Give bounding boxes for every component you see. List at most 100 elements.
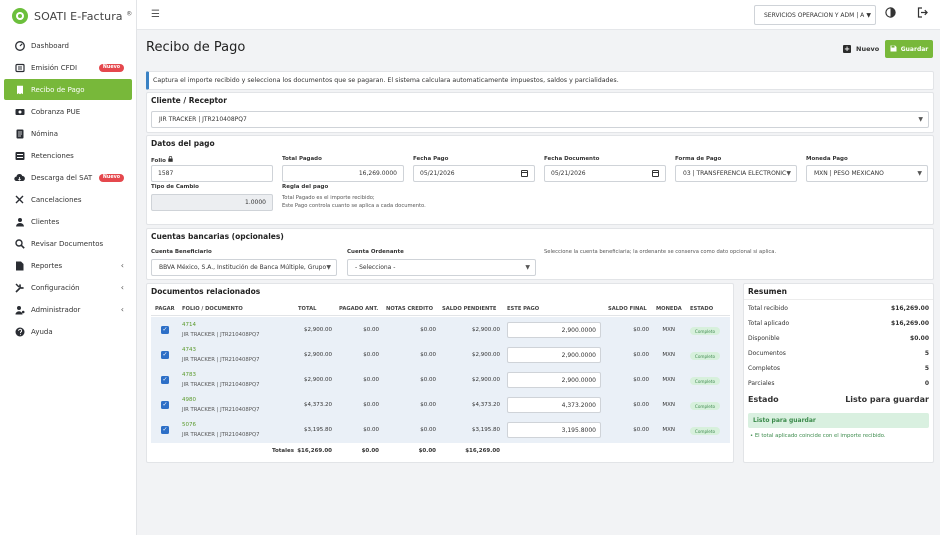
company-select[interactable]: SERVICIOS OPERACION Y ADM | A ▼ xyxy=(754,5,876,25)
sidebar-item-dashboard[interactable]: Dashboard xyxy=(4,35,132,56)
sidebar-item-emision-cfdi[interactable]: Emisión CFDI Nuevo xyxy=(4,57,132,78)
resumen-value: $0.00 xyxy=(910,335,929,342)
total-cell: $2,900.00 xyxy=(304,327,332,333)
chevron-left-icon: ‹ xyxy=(120,261,124,270)
tipo-cambio-field[interactable]: 1.0000 xyxy=(151,194,273,211)
save-button[interactable]: Guardar xyxy=(885,40,933,58)
new-button[interactable]: + Nuevo xyxy=(843,43,879,55)
total-pagado-label: Total Pagado xyxy=(282,156,322,162)
folio-link[interactable]: 4783 xyxy=(182,372,196,378)
column-header-folio: FOLIO / DOCUMENTO xyxy=(182,306,243,312)
saldo-final-cell: $0.00 xyxy=(633,427,649,433)
calendar-icon[interactable] xyxy=(521,170,528,177)
fecha-pago-field[interactable]: 05/21/2026 xyxy=(413,165,535,182)
column-header-pagado-ant: PAGADO ANT. xyxy=(339,306,379,312)
regla-pago-text-1: Total Pagado es el importe recibido; xyxy=(282,195,375,201)
cuenta-ordenante-select[interactable]: - Selecciona - ▼ xyxy=(347,259,536,276)
folio-link[interactable]: 4980 xyxy=(182,397,196,403)
saldo-pendiente-cell: $3,195.80 xyxy=(472,427,500,433)
estado-badge: Completo xyxy=(690,352,720,360)
pagar-checkbox[interactable]: ✓ xyxy=(161,326,169,334)
totales-total: $16,269.00 xyxy=(297,448,332,454)
sidebar-item-cobranza-pue[interactable]: Cobranza PUE xyxy=(4,101,132,122)
lock-icon xyxy=(168,156,173,162)
moneda-pago-value: MXN | PESO MEXICANO xyxy=(814,170,884,177)
este-pago-input[interactable]: 4,373.2000 xyxy=(507,397,601,413)
total-pagado-field[interactable]: 16,269.0000 xyxy=(282,165,404,182)
estado-badge: Completo xyxy=(690,427,720,435)
new-badge: Nuevo xyxy=(98,63,124,72)
este-pago-input[interactable]: 2,900.0000 xyxy=(507,372,601,388)
este-pago-input[interactable]: 2,900.0000 xyxy=(507,347,601,363)
payroll-icon xyxy=(14,128,25,139)
status-note: • El total aplicado coincide con el impo… xyxy=(750,433,886,439)
pagado-ant-cell: $0.00 xyxy=(363,402,379,408)
plus-icon: + xyxy=(843,44,851,53)
chevron-left-icon: ‹ xyxy=(120,283,124,292)
topbar: ☰ SERVICIOS OPERACION Y ADM | A ▼ xyxy=(137,0,940,30)
table-row: ✓ 4714 JIR TRACKER | JTR210408PQ7 $2,900… xyxy=(151,317,730,342)
total-cell: $4,373.20 xyxy=(304,402,332,408)
sidebar-item-configuracion[interactable]: Configuración ‹ xyxy=(4,277,132,298)
sidebar-item-clientes[interactable]: Clientes xyxy=(4,211,132,232)
save-button-label: Guardar xyxy=(900,45,929,53)
pagado-ant-cell: $0.00 xyxy=(363,352,379,358)
pagar-checkbox[interactable]: ✓ xyxy=(161,401,169,409)
este-pago-input[interactable]: 3,195.8000 xyxy=(507,422,601,438)
pagar-checkbox[interactable]: ✓ xyxy=(161,351,169,359)
pagar-checkbox[interactable]: ✓ xyxy=(161,426,169,434)
sidebar-item-ayuda[interactable]: Ayuda xyxy=(4,321,132,342)
moneda-cell: MXN xyxy=(662,427,675,433)
page-title: Recibo de Pago xyxy=(146,40,246,55)
cash-icon xyxy=(14,106,25,117)
tools-icon xyxy=(14,282,25,293)
cuenta-beneficiario-select[interactable]: BBVA México, S.A., Institución de Banca … xyxy=(151,259,337,276)
forma-pago-value: 03 | TRANSFERENCIA ELECTRONIC... xyxy=(683,170,787,177)
sidebar-item-label: Ayuda xyxy=(31,327,53,336)
resumen-value: 0 xyxy=(924,380,929,387)
table-row: ✓ 4743 JIR TRACKER | JTR210408PQ7 $2,900… xyxy=(151,342,730,367)
saldo-final-cell: $0.00 xyxy=(633,327,649,333)
sidebar-nav: Dashboard Emisión CFDI Nuevo Recibo de P… xyxy=(0,35,136,342)
este-pago-input[interactable]: 2,900.0000 xyxy=(507,322,601,338)
moneda-pago-select[interactable]: MXN | PESO MEXICANO ▼ xyxy=(806,165,928,182)
invoice-icon xyxy=(14,62,25,73)
fecha-documento-field[interactable]: 05/21/2026 xyxy=(544,165,666,182)
folio-link[interactable]: 5076 xyxy=(182,422,196,428)
fecha-documento-value: 05/21/2026 xyxy=(551,170,586,177)
pagado-ant-cell: $0.00 xyxy=(363,327,379,333)
sidebar-item-reportes[interactable]: Reportes ‹ xyxy=(4,255,132,276)
logout-icon[interactable] xyxy=(917,7,928,21)
forma-pago-select[interactable]: 03 | TRANSFERENCIA ELECTRONIC... ▼ xyxy=(675,165,797,182)
cliente-select[interactable]: JIR TRACKER | JTR210408PQ7 ▼ xyxy=(151,111,929,128)
calendar-icon[interactable] xyxy=(652,170,659,177)
sidebar-item-administrador[interactable]: Administrador ‹ xyxy=(4,299,132,320)
theme-toggle-icon[interactable] xyxy=(885,7,896,21)
sidebar-item-recibo-de-pago[interactable]: Recibo de Pago xyxy=(4,79,132,100)
column-header-moneda: MONEDA xyxy=(656,306,682,312)
sidebar-item-cancelaciones[interactable]: Cancelaciones xyxy=(4,189,132,210)
resumen-label: Documentos xyxy=(748,350,786,357)
sidebar-item-nomina[interactable]: Nómina xyxy=(4,123,132,144)
folio-link[interactable]: 4743 xyxy=(182,347,196,353)
chevron-down-icon: ▼ xyxy=(786,170,791,177)
pagado-ant-cell: $0.00 xyxy=(363,377,379,383)
sidebar-item-retenciones[interactable]: Retenciones xyxy=(4,145,132,166)
saldo-pendiente-cell: $2,900.00 xyxy=(472,327,500,333)
saldo-final-cell: $0.00 xyxy=(633,377,649,383)
folio-link[interactable]: 4714 xyxy=(182,322,196,328)
sidebar-item-descarga-sat[interactable]: Descarga del SAT Nuevo xyxy=(4,167,132,188)
info-text: Captura el importe recibido y selecciona… xyxy=(153,77,619,84)
brand[interactable]: SOATI E-Factura ® xyxy=(0,0,136,32)
folio-field[interactable]: 1587 xyxy=(151,165,273,182)
menu-icon[interactable]: ☰ xyxy=(151,9,160,20)
cloud-download-icon xyxy=(14,172,25,183)
sidebar-item-revisar-documentos[interactable]: Revisar Documentos xyxy=(4,233,132,254)
totales-notas-credito: $0.00 xyxy=(418,448,436,454)
resumen-label: Total aplicado xyxy=(748,320,790,327)
forma-pago-label: Forma de Pago xyxy=(675,156,722,162)
fecha-pago-label: Fecha Pago xyxy=(413,156,449,162)
chevron-down-icon: ▼ xyxy=(918,116,923,123)
table-row: ✓ 5076 JIR TRACKER | JTR210408PQ7 $3,195… xyxy=(151,417,730,442)
pagar-checkbox[interactable]: ✓ xyxy=(161,376,169,384)
